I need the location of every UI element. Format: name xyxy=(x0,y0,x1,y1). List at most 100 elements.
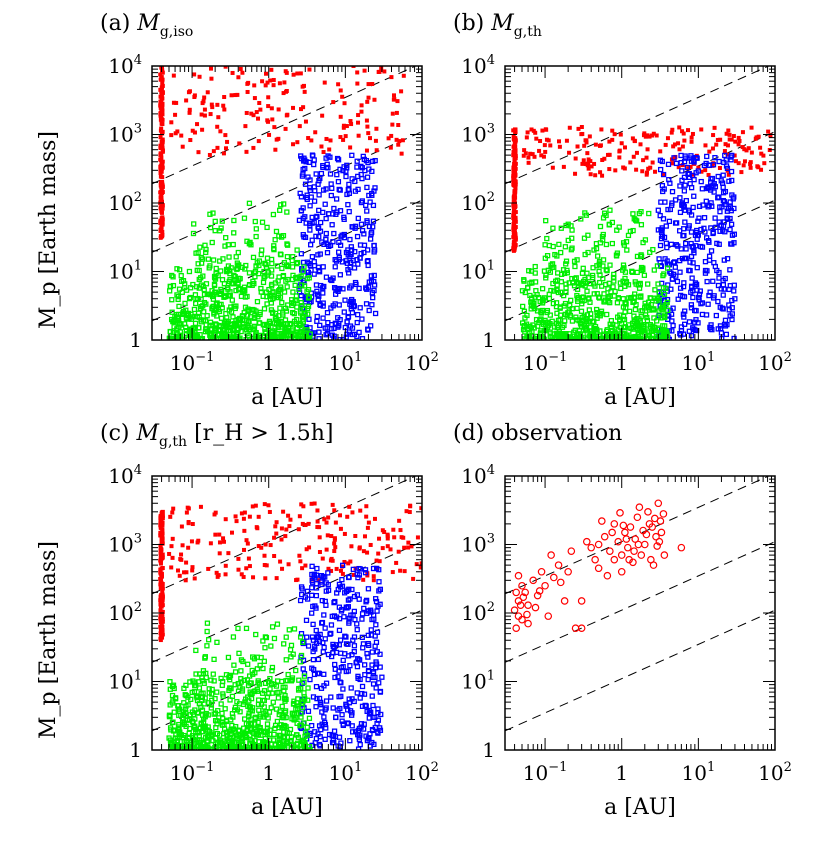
point xyxy=(328,181,334,187)
point xyxy=(705,238,712,244)
point xyxy=(247,732,253,738)
point xyxy=(301,673,308,679)
point xyxy=(160,106,165,111)
point xyxy=(166,712,173,718)
point xyxy=(682,138,687,143)
point xyxy=(707,149,712,154)
point xyxy=(190,128,195,133)
point xyxy=(365,550,370,555)
point xyxy=(533,591,542,600)
point xyxy=(200,740,206,746)
point xyxy=(160,552,165,557)
point xyxy=(240,731,246,737)
point xyxy=(297,634,304,640)
point xyxy=(256,681,263,687)
point xyxy=(242,510,247,515)
point xyxy=(349,152,355,158)
point xyxy=(359,109,364,114)
point xyxy=(160,103,165,108)
point xyxy=(385,534,390,539)
point xyxy=(655,207,661,213)
point xyxy=(292,282,298,288)
point xyxy=(702,267,709,274)
point xyxy=(332,256,338,263)
point xyxy=(511,134,516,139)
point xyxy=(732,153,737,158)
point xyxy=(373,661,380,667)
point xyxy=(584,140,589,145)
point xyxy=(396,142,401,147)
point xyxy=(647,322,653,328)
point xyxy=(160,582,165,587)
point xyxy=(343,334,349,340)
point xyxy=(634,167,639,172)
reference-line-3 xyxy=(152,476,417,595)
point xyxy=(562,244,569,250)
point xyxy=(269,309,276,315)
point xyxy=(583,162,588,167)
point xyxy=(274,330,280,337)
point xyxy=(236,556,241,561)
point xyxy=(274,520,279,525)
point xyxy=(253,263,259,269)
point xyxy=(299,704,305,711)
point xyxy=(337,679,343,685)
point xyxy=(282,742,288,749)
point xyxy=(579,124,584,129)
point xyxy=(158,608,163,613)
point xyxy=(638,209,644,215)
series-gas-giants xyxy=(158,66,406,240)
point xyxy=(651,267,657,273)
point xyxy=(327,277,334,283)
point xyxy=(332,301,338,307)
point xyxy=(322,736,328,742)
point xyxy=(710,162,717,168)
point xyxy=(298,71,303,76)
point xyxy=(550,225,556,231)
point xyxy=(320,649,326,655)
point xyxy=(650,246,656,253)
point xyxy=(226,254,232,260)
point xyxy=(167,551,172,556)
point xyxy=(276,107,281,112)
point xyxy=(357,545,362,550)
point xyxy=(688,229,695,235)
point xyxy=(170,555,175,560)
point xyxy=(179,524,184,529)
point xyxy=(344,162,350,168)
point xyxy=(219,218,225,224)
point xyxy=(160,529,165,534)
point xyxy=(348,247,355,253)
panel-title-d: (d) observation xyxy=(453,421,622,446)
y-tick-label: 101 xyxy=(108,669,142,694)
point xyxy=(677,125,682,130)
point xyxy=(645,147,650,152)
point xyxy=(547,551,555,559)
point xyxy=(671,259,678,265)
point xyxy=(762,161,767,166)
point xyxy=(697,288,703,294)
point xyxy=(569,306,575,312)
point xyxy=(217,532,222,537)
point xyxy=(201,701,207,707)
point xyxy=(189,718,196,724)
point xyxy=(323,705,329,711)
point xyxy=(190,678,196,684)
point xyxy=(376,588,382,594)
point xyxy=(632,138,637,143)
point xyxy=(176,303,182,310)
point xyxy=(726,307,732,313)
point xyxy=(225,654,232,661)
point xyxy=(230,241,236,248)
point xyxy=(726,302,732,308)
point xyxy=(641,158,646,163)
point xyxy=(291,72,296,77)
point xyxy=(659,233,666,239)
point xyxy=(562,318,568,324)
point xyxy=(645,520,654,528)
point xyxy=(281,260,288,266)
point xyxy=(158,567,163,572)
point xyxy=(557,312,564,318)
point xyxy=(366,95,371,100)
point xyxy=(529,299,535,305)
